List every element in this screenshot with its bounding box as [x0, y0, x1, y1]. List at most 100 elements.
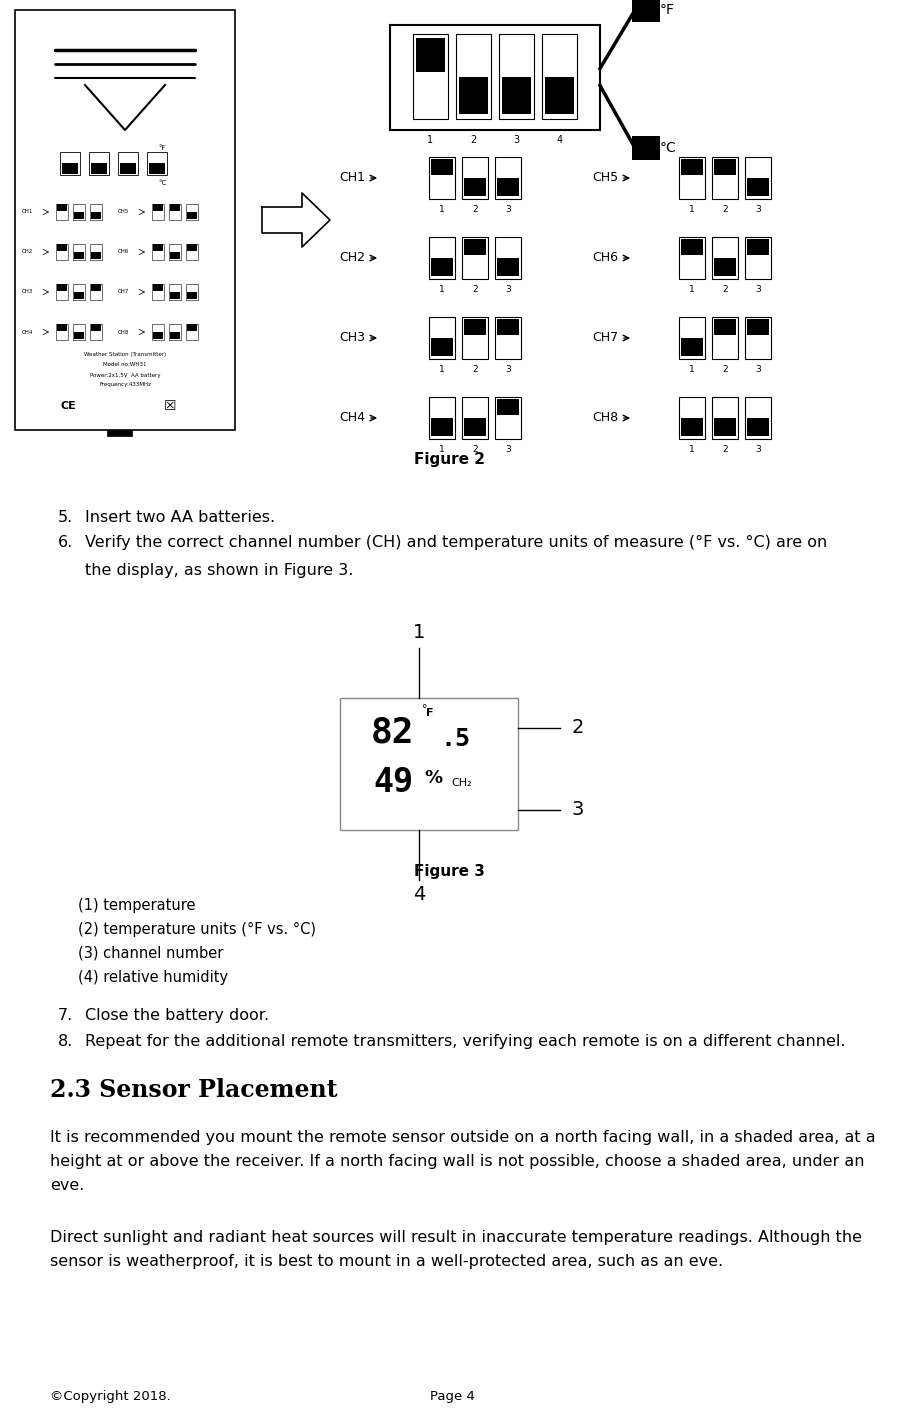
Bar [502, 78, 531, 114]
Text: 4: 4 [556, 135, 563, 145]
Bar [679, 317, 705, 360]
Text: 1: 1 [439, 365, 445, 374]
Bar [186, 244, 198, 259]
Bar [632, 0, 660, 23]
Bar [91, 252, 101, 259]
Bar [499, 34, 534, 120]
Text: 5.: 5. [58, 510, 73, 525]
Text: Verify the correct channel number (CH) and temperature units of measure (°F vs. : Verify the correct channel number (CH) a… [85, 534, 827, 550]
Bar [429, 398, 455, 439]
Text: CH5: CH5 [118, 210, 129, 214]
Text: CH2: CH2 [22, 250, 33, 254]
Text: CH1: CH1 [339, 172, 365, 185]
Bar [91, 324, 101, 331]
Text: sensor is weatherproof, it is best to mount in a well-protected area, such as an: sensor is weatherproof, it is best to mo… [50, 1253, 723, 1269]
Bar [432, 417, 453, 437]
Text: CH7: CH7 [118, 289, 129, 295]
Bar [57, 285, 67, 292]
Text: 2: 2 [472, 365, 477, 374]
Bar [62, 164, 78, 173]
Bar [152, 283, 164, 300]
Bar [416, 38, 445, 72]
Bar [712, 317, 738, 360]
Bar [170, 252, 180, 259]
Bar [60, 152, 80, 175]
Text: the display, as shown in Figure 3.: the display, as shown in Figure 3. [85, 563, 353, 578]
Text: F: F [426, 708, 433, 718]
Text: CH₂: CH₂ [451, 778, 472, 788]
Text: It is recommended you mount the remote sensor outside on a north facing wall, in: It is recommended you mount the remote s… [50, 1129, 876, 1145]
Bar [429, 237, 455, 279]
Bar [681, 238, 703, 255]
Bar [170, 204, 180, 212]
Text: 1: 1 [439, 446, 445, 454]
Bar [169, 204, 181, 220]
Bar [118, 152, 138, 175]
Bar [74, 212, 84, 219]
Text: .5: .5 [441, 728, 471, 752]
Text: 3: 3 [755, 285, 761, 295]
Text: 6.: 6. [58, 534, 73, 550]
Bar [187, 244, 197, 251]
Bar [147, 152, 167, 175]
Text: 1: 1 [690, 365, 695, 374]
Text: 2: 2 [470, 135, 476, 145]
Text: Close the battery door.: Close the battery door. [85, 1008, 269, 1024]
Bar [153, 204, 163, 212]
Text: CE: CE [60, 400, 76, 410]
Bar [187, 212, 197, 219]
Bar [714, 417, 736, 437]
Bar [170, 292, 180, 299]
Text: 2: 2 [722, 204, 728, 214]
Text: CH6: CH6 [118, 250, 129, 254]
Bar [712, 157, 738, 199]
Bar [464, 319, 486, 336]
Bar [89, 152, 109, 175]
Bar [714, 159, 736, 175]
Text: 3: 3 [505, 285, 511, 295]
Bar [186, 324, 198, 340]
Bar [745, 317, 771, 360]
Text: 3: 3 [755, 204, 761, 214]
Text: 49: 49 [374, 767, 414, 799]
Text: °F: °F [660, 3, 675, 17]
Text: CH4: CH4 [22, 330, 33, 334]
Bar [91, 164, 107, 173]
Text: CH8: CH8 [592, 412, 618, 424]
Text: 3: 3 [572, 801, 584, 819]
Bar [429, 317, 455, 360]
Text: Power:2x1.5V  AA battery: Power:2x1.5V AA battery [90, 372, 160, 378]
Bar [56, 244, 68, 259]
Text: 2: 2 [472, 204, 477, 214]
Text: 2: 2 [722, 365, 728, 374]
Text: 2: 2 [572, 719, 584, 737]
Bar [745, 398, 771, 439]
Text: 8.: 8. [58, 1034, 73, 1049]
Text: (1) temperature: (1) temperature [78, 898, 195, 914]
Bar [15, 10, 235, 430]
Text: Direct sunlight and radiant heat sources will result in inaccurate temperature r: Direct sunlight and radiant heat sources… [50, 1230, 862, 1245]
Bar [458, 78, 488, 114]
Bar [57, 324, 67, 331]
Bar [390, 25, 600, 130]
Bar [153, 285, 163, 292]
Text: 82: 82 [370, 716, 414, 750]
Bar [153, 331, 163, 338]
Bar [714, 258, 736, 276]
Text: 3: 3 [505, 365, 511, 374]
Bar [107, 430, 132, 436]
Text: 3: 3 [505, 204, 511, 214]
Bar [712, 237, 738, 279]
Text: 1: 1 [439, 285, 445, 295]
Bar [747, 417, 769, 437]
Bar [462, 317, 488, 360]
Bar [186, 204, 198, 220]
Bar [169, 283, 181, 300]
Bar [169, 324, 181, 340]
Bar [464, 238, 486, 255]
Bar [120, 164, 137, 173]
Bar [679, 398, 705, 439]
Text: 3: 3 [755, 446, 761, 454]
Bar [747, 178, 769, 196]
Bar [153, 244, 163, 251]
